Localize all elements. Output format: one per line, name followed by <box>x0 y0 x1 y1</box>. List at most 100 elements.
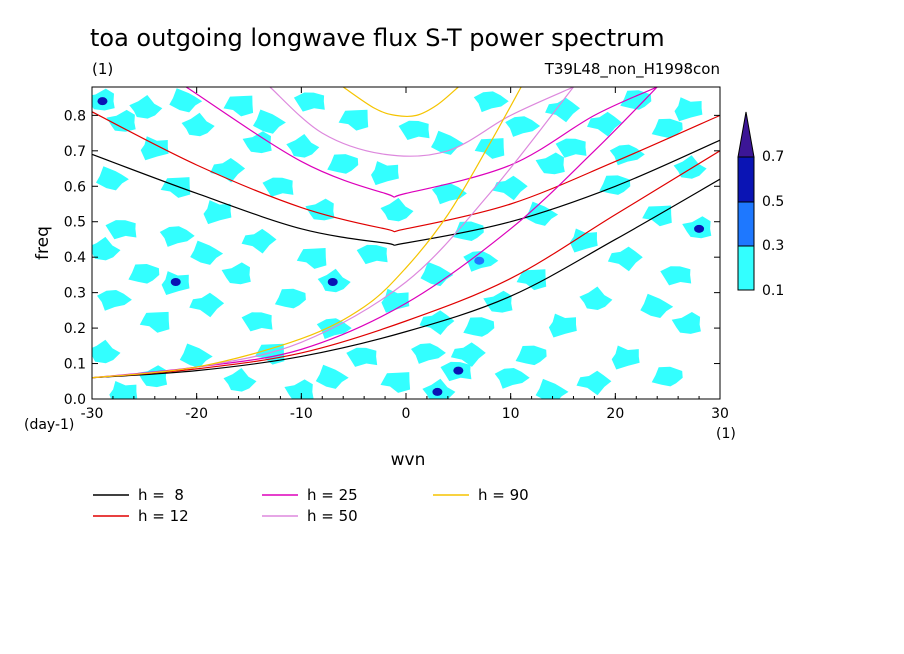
contour-patch <box>139 311 170 333</box>
contour-patch <box>516 269 547 291</box>
contour-patch <box>651 366 683 387</box>
series-line <box>92 150 720 379</box>
contour-patch <box>640 293 674 318</box>
contour-patch <box>535 378 569 399</box>
series-line <box>342 87 459 118</box>
contour-patch-core <box>97 97 108 106</box>
legend-label: h = 50 <box>307 507 358 525</box>
contour-patch <box>223 368 257 392</box>
x-tick-label: 0 <box>402 406 411 422</box>
contour-patch <box>241 312 273 332</box>
contour-patch <box>97 290 132 311</box>
y-tick-label: 0.8 <box>64 108 86 124</box>
y-axis-ticks: 0.0 0.1 0.2 0.3 0.4 0.5 0.6 0.7 0.8 <box>64 108 720 408</box>
contour-patch <box>450 342 486 367</box>
contour-patch <box>380 372 411 393</box>
x-tick-label: 20 <box>606 406 624 422</box>
contour-patch <box>190 240 224 265</box>
chart-title: toa outgoing longwave flux S-T power spe… <box>90 24 665 52</box>
colorbar-label: 0.1 <box>762 283 784 299</box>
x-axis-label: wvn <box>391 450 426 470</box>
contour-patch <box>210 158 246 183</box>
x-tick-label: -20 <box>185 406 208 422</box>
contour-patch-core <box>474 256 485 265</box>
contour-patch <box>474 138 505 159</box>
contour-patch <box>371 161 399 186</box>
y-unit-label: (day-1) <box>24 417 74 433</box>
x-axis-ticks: -30 -20 -10 0 10 20 30 <box>81 87 729 422</box>
series-line <box>269 87 574 157</box>
y-tick-label: 0.2 <box>64 321 86 337</box>
colorbar-label: 0.3 <box>762 238 784 254</box>
contour-patch <box>315 364 349 389</box>
legend-label: h = 8 <box>138 486 184 504</box>
y-tick-label: 0.6 <box>64 179 86 195</box>
colorbar: 0.1 0.3 0.5 0.7 <box>737 111 784 299</box>
chart-subtitle-left: (1) <box>92 60 113 78</box>
contour-patch <box>223 95 254 117</box>
contour-patch <box>463 317 495 337</box>
y-tick-label: 0.1 <box>64 357 86 373</box>
contour-patch <box>106 109 136 132</box>
contour-patch <box>221 262 251 285</box>
contour-patch <box>203 200 232 225</box>
contour-patch <box>579 286 613 310</box>
contour-fill-layer <box>92 88 712 399</box>
chart-subtitle-right: T39L48_non_H1998con <box>544 60 720 79</box>
y-tick-label: 0.0 <box>64 392 86 408</box>
contour-patch <box>673 155 707 179</box>
y-axis-label: freq <box>33 226 53 260</box>
contour-patch <box>411 343 446 364</box>
contour-patch <box>254 343 285 365</box>
contour-patch <box>241 228 277 254</box>
contour-patch <box>128 264 160 284</box>
contour-patch <box>137 365 168 388</box>
x-tick-label: 30 <box>711 406 729 422</box>
contour-patch <box>420 261 454 287</box>
contour-patch <box>356 244 388 265</box>
contour-patch <box>515 345 547 366</box>
contour-patch <box>109 381 138 399</box>
contour-patch <box>92 236 121 261</box>
contour-patch <box>296 248 327 269</box>
series-line <box>92 178 720 379</box>
contour-patch <box>327 154 359 174</box>
contour-patch <box>607 246 643 272</box>
contour-patch <box>620 90 652 110</box>
legend: h = 8 h = 12 h = 25 h = 50 h = 90 <box>93 486 529 525</box>
contour-patch <box>92 339 121 364</box>
contour-patch <box>599 175 631 195</box>
contour-patch <box>660 266 692 286</box>
x-tick-label: -30 <box>81 406 104 422</box>
contour-patch <box>398 120 430 140</box>
y-tick-label: 0.3 <box>64 286 86 302</box>
y-tick-label: 0.4 <box>64 250 86 266</box>
contour-patch <box>293 92 325 112</box>
series-line <box>92 111 720 233</box>
contour-patch <box>181 112 215 137</box>
contour-patch <box>262 177 294 197</box>
contour-patch <box>431 183 467 205</box>
contour-patch <box>274 288 306 309</box>
contour-patch <box>286 134 320 158</box>
contour-patch <box>140 136 169 161</box>
colorbar-box <box>737 201 755 247</box>
contour-patch-core <box>327 278 338 286</box>
contour-patch <box>525 201 559 226</box>
contour-patch <box>492 175 528 201</box>
legend-label: h = 12 <box>138 507 189 525</box>
contour-patch-core <box>170 278 181 286</box>
contour-patch-core <box>694 224 705 233</box>
contour-patch <box>569 228 598 253</box>
colorbar-label: 0.7 <box>762 149 784 165</box>
contour-patch <box>305 198 335 221</box>
contour-patch <box>253 109 286 134</box>
contour-patch <box>159 226 195 247</box>
x-tick-label: -10 <box>290 406 313 422</box>
contour-patch <box>555 138 587 158</box>
contour-patch <box>548 313 577 338</box>
contour-patch <box>189 292 225 318</box>
legend-label: h = 25 <box>307 486 358 504</box>
contour-patch <box>380 197 414 222</box>
